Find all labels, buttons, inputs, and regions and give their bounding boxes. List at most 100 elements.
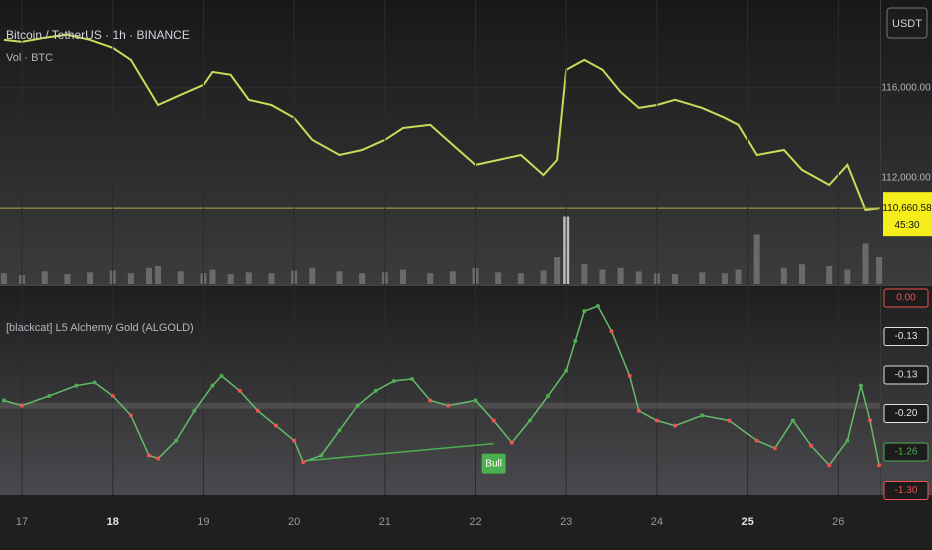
point [355, 403, 360, 408]
point [509, 440, 514, 445]
volume-bar [495, 272, 502, 284]
point [446, 403, 451, 408]
volume-bar [87, 272, 94, 284]
point [595, 304, 600, 309]
volume-bar [64, 274, 71, 284]
point [410, 376, 415, 381]
point [727, 418, 732, 423]
volume-bar [876, 257, 883, 284]
point [110, 393, 115, 398]
value-tag: -0.13 [895, 331, 918, 342]
point [772, 446, 777, 451]
volume-bar [127, 273, 134, 284]
x-tick-label: 19 [197, 516, 209, 528]
point [809, 443, 814, 448]
volume-bar [309, 267, 316, 284]
point [636, 408, 641, 413]
x-tick-label: 23 [560, 516, 572, 528]
marks: 116,000.00 112,000.00 110,660.58 45:30 17 18 1… [0, 0, 932, 528]
divergence-line [307, 442, 494, 462]
last-price-label: 110,660.58 [882, 203, 932, 214]
point [754, 438, 759, 443]
x-tick-label: 26 [832, 516, 844, 528]
value-tag: 0.00 [896, 293, 916, 304]
point [527, 418, 532, 423]
point [827, 463, 832, 468]
point [627, 373, 632, 378]
volume-title: Vol · BTC [6, 52, 53, 64]
volume-bar [735, 269, 742, 284]
volume-bar [359, 273, 366, 284]
divergence-label-box [481, 453, 506, 474]
volume-bar [336, 271, 343, 284]
divergence-label: Bull [485, 458, 502, 469]
point [337, 428, 342, 433]
volume-bar [155, 266, 162, 284]
point [147, 453, 152, 458]
point [301, 460, 306, 465]
currency-button[interactable] [886, 7, 928, 39]
indicator-pane [0, 286, 932, 495]
volume-bar [268, 273, 275, 284]
value-tag: -0.20 [895, 408, 918, 419]
chart-title: Bitcoin / TetherUS · 1h · BINANCE [6, 28, 190, 42]
price-pane [0, 0, 932, 285]
volume-bar [209, 269, 216, 284]
point [237, 388, 242, 393]
value-tag-box [883, 442, 929, 462]
point [845, 438, 850, 443]
currency-label[interactable]: USDT [892, 18, 922, 30]
last-price-box [883, 192, 932, 237]
x-tick-label: 20 [288, 516, 300, 528]
volume-bar [0, 273, 7, 284]
point [47, 393, 52, 398]
countdown: 45:30 [894, 220, 919, 231]
x-tick-label: 24 [651, 516, 663, 528]
point [156, 456, 161, 461]
y-tick-label: 112,000.00 [881, 173, 931, 184]
volume-bar [554, 257, 561, 284]
point [868, 418, 873, 423]
value-tag-box [883, 327, 929, 346]
point [219, 373, 224, 378]
value-tag: -0.13 [895, 370, 918, 381]
point [319, 453, 324, 458]
indicator-title: [blackcat] L5 Alchemy Gold (ALGOLD) [6, 322, 194, 334]
point [428, 398, 433, 403]
point [292, 438, 297, 443]
volume-bar [177, 271, 184, 284]
point [546, 393, 551, 398]
value-tag: -1.26 [895, 447, 918, 458]
point [92, 380, 97, 385]
volume-bar [617, 267, 624, 284]
value-tag-box [883, 365, 929, 385]
volume-bar [41, 271, 48, 284]
point [255, 408, 260, 413]
value-tag-box [883, 404, 929, 423]
point [609, 329, 614, 334]
volume-bar [399, 269, 406, 284]
point [20, 403, 25, 408]
value-tag: -1.30 [895, 485, 918, 496]
point [700, 413, 705, 418]
volume-bar [799, 264, 806, 284]
volume-bar [780, 267, 787, 284]
volume-bar [672, 274, 679, 284]
point [1, 398, 6, 403]
point [673, 423, 678, 428]
x-tick-label: 17 [16, 516, 28, 528]
point [174, 438, 179, 443]
point [582, 309, 587, 314]
volume-bar [826, 266, 833, 284]
point [654, 418, 659, 423]
volume-bar [581, 264, 588, 284]
volume-bar [517, 273, 524, 284]
point [877, 463, 882, 468]
point [74, 383, 79, 388]
volume-bar [862, 243, 869, 284]
point [473, 398, 478, 403]
point [373, 388, 378, 393]
volume-bar [146, 267, 153, 284]
point [391, 379, 396, 383]
